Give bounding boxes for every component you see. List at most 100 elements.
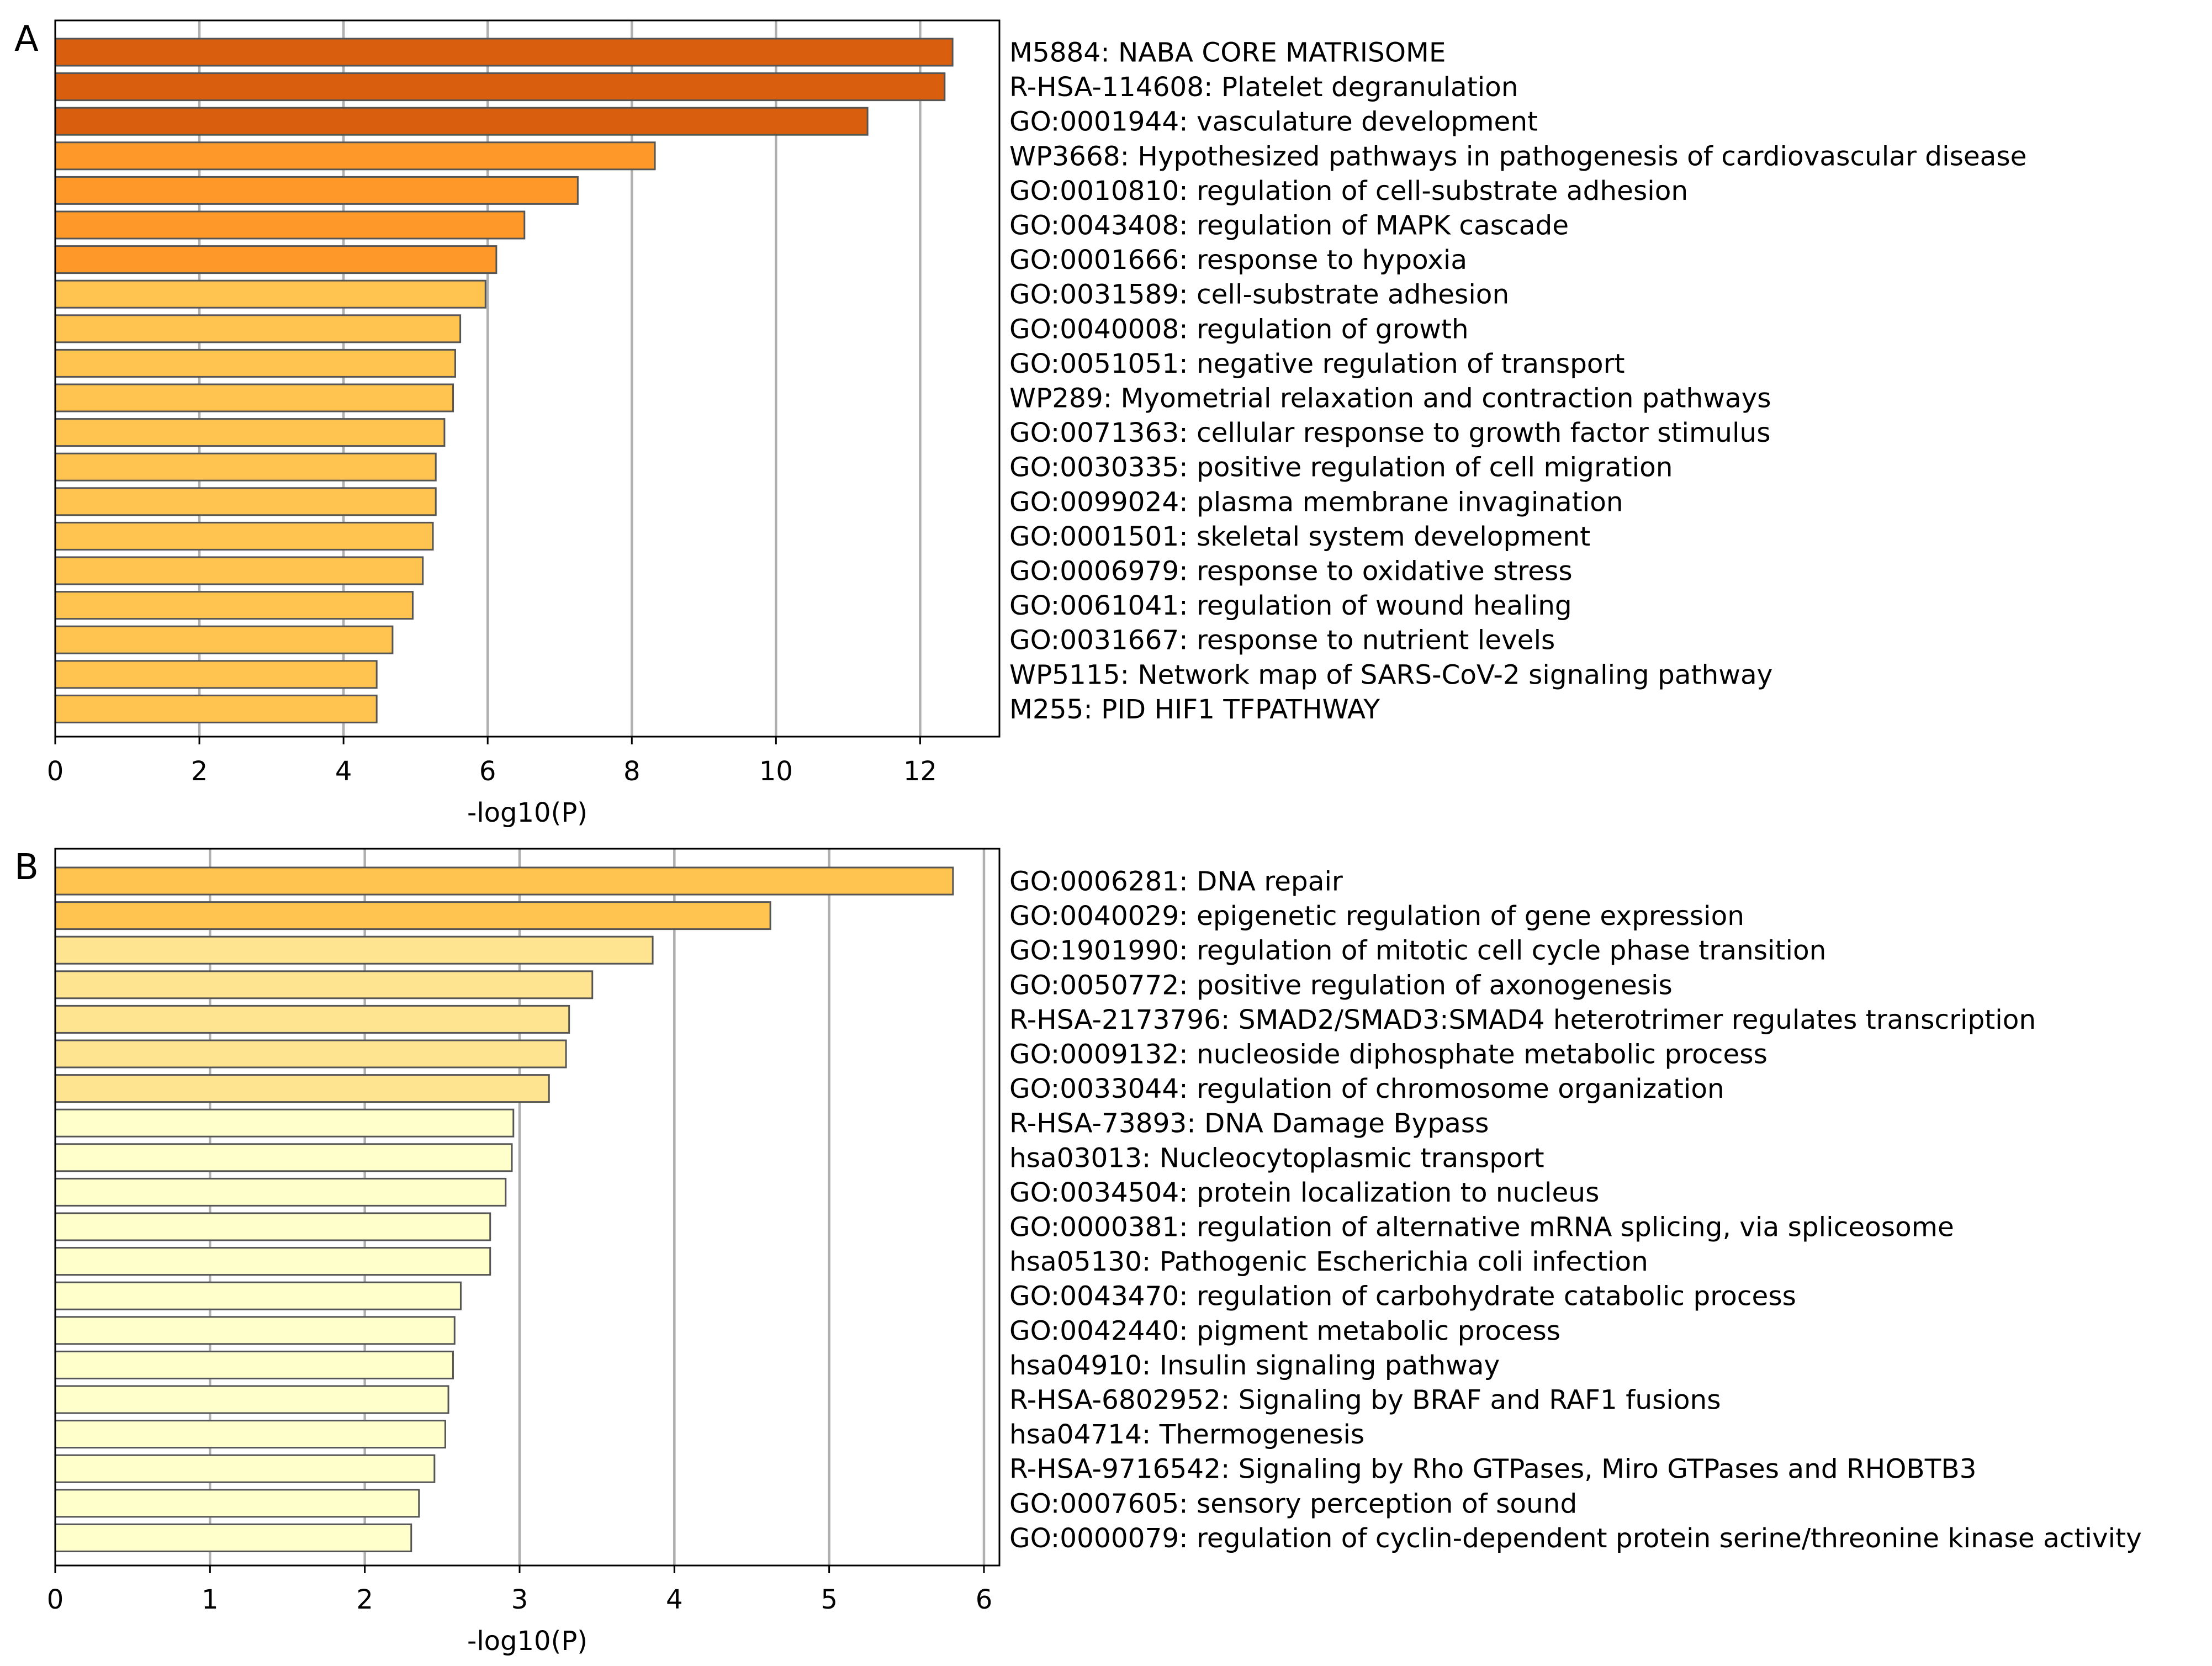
plot-frame <box>54 19 1001 738</box>
x-tick-label: 2 <box>356 1584 373 1615</box>
category-label: GO:0051051: negative regulation of trans… <box>1009 348 1625 379</box>
category-label: M5884: NABA CORE MATRISOME <box>1009 38 1446 68</box>
x-tick-label: 3 <box>511 1584 528 1615</box>
bar <box>54 1454 436 1483</box>
x-tick-label: 2 <box>191 756 208 787</box>
bar <box>54 1316 456 1345</box>
bar <box>54 141 656 171</box>
x-tick-label: 4 <box>335 756 352 787</box>
category-label: GO:0001666: response to hypoxia <box>1009 245 1467 276</box>
panel-letter: B <box>14 847 39 888</box>
bar <box>54 72 946 102</box>
bar <box>54 935 654 965</box>
bar <box>54 487 437 516</box>
bar <box>54 556 424 585</box>
bar <box>54 660 378 689</box>
category-label: GO:0040008: regulation of growth <box>1009 314 1469 345</box>
panel-a-chart: 0 2 4 6 8 10 12 -log10(P) A M5884: NABA CORE MATR… <box>14 19 2027 828</box>
x-tick-label: 1 <box>202 1584 219 1615</box>
x-tick-label: 6 <box>479 756 496 787</box>
category-label: WP3668: Hypothesized pathways in pathoge… <box>1009 141 2027 172</box>
category-label: GO:0001944: vasculature development <box>1009 107 1538 137</box>
bar <box>54 314 462 343</box>
category-label: hsa03013: Nucleocytoplasmic transport <box>1009 1143 1544 1173</box>
category-label: R-HSA-114608: Platelet degranulation <box>1009 72 1518 103</box>
x-tick-label: 0 <box>47 756 64 787</box>
category-label: GO:0042440: pigment metabolic process <box>1009 1315 1560 1346</box>
x-tick-label: 0 <box>47 1584 64 1615</box>
x-tick-label: 12 <box>903 756 937 787</box>
x-axis-title: -log10(P) <box>467 1626 588 1657</box>
category-label: GO:0031667: response to nutrient levels <box>1009 625 1555 656</box>
category-label: GO:0006281: DNA repair <box>1009 866 1343 897</box>
bar <box>54 1177 507 1207</box>
bar <box>54 1143 513 1172</box>
bar <box>54 418 446 447</box>
category-label: GO:0009132: nucleoside diphosphate metab… <box>1009 1039 1768 1070</box>
plot-frame <box>54 848 1001 1567</box>
panel-letter: A <box>14 19 39 60</box>
x-tick-label: 10 <box>759 756 793 787</box>
bar <box>54 694 378 723</box>
category-label: GO:1901990: regulation of mitotic cell c… <box>1009 935 1826 966</box>
category-label: GO:0001501: skeletal system development <box>1009 521 1590 552</box>
category-label: GO:0034504: protein localization to nucl… <box>1009 1177 1599 1208</box>
bar <box>54 1004 570 1034</box>
category-label: M255: PID HIF1 TFPATHWAY <box>1009 694 1380 725</box>
bar <box>54 866 954 896</box>
bar <box>54 591 414 620</box>
x-tick-label: 5 <box>821 1584 838 1615</box>
bar <box>54 1489 420 1518</box>
category-label: WP289: Myometrial relaxation and contrac… <box>1009 383 1771 414</box>
bar <box>54 1523 412 1552</box>
bar <box>54 176 579 205</box>
x-tick-label: 4 <box>666 1584 683 1615</box>
category-label: hsa04714: Thermogenesis <box>1009 1419 1364 1450</box>
bar <box>54 107 869 136</box>
category-label: GO:0040029: epigenetic regulation of gen… <box>1009 901 1744 932</box>
category-label: GO:0000381: regulation of alternative mR… <box>1009 1212 1954 1243</box>
bar <box>54 1247 491 1276</box>
x-tick-label: 8 <box>623 756 641 787</box>
bar <box>54 901 771 930</box>
bar <box>54 1385 449 1414</box>
bar <box>54 245 498 274</box>
bar <box>54 1074 550 1103</box>
category-label: R-HSA-6802952: Signaling by BRAF and RAF… <box>1009 1385 1721 1416</box>
bar <box>54 1420 446 1449</box>
bar <box>54 452 437 482</box>
category-label: hsa05130: Pathogenic Escherichia coli in… <box>1009 1246 1648 1277</box>
bar <box>54 970 594 999</box>
category-label: GO:0030335: positive regulation of cell … <box>1009 452 1673 483</box>
category-label: GO:0031589: cell-substrate adhesion <box>1009 279 1509 310</box>
category-label: GO:0033044: regulation of chromosome org… <box>1009 1073 1724 1104</box>
category-label: hsa04910: Insulin signaling pathway <box>1009 1350 1500 1381</box>
bar <box>54 279 486 309</box>
bar <box>54 625 394 654</box>
category-label: GO:0007605: sensory perception of sound <box>1009 1488 1577 1519</box>
bar <box>54 348 456 378</box>
category-label: R-HSA-2173796: SMAD2/SMAD3:SMAD4 heterot… <box>1009 1004 2036 1035</box>
bar <box>54 383 454 412</box>
bar <box>54 521 434 551</box>
category-label: GO:0061041: regulation of wound healing <box>1009 590 1572 621</box>
x-axis-title: -log10(P) <box>467 797 588 828</box>
bar <box>54 1281 462 1310</box>
bar <box>54 1108 515 1138</box>
category-label: GO:0071363: cellular response to growth … <box>1009 417 1770 448</box>
bar <box>54 1212 491 1241</box>
category-label: GO:0006979: response to oxidative stress <box>1009 556 1573 587</box>
bar <box>54 210 526 240</box>
bar <box>54 1039 567 1069</box>
bar <box>54 1350 454 1379</box>
category-label: GO:0043408: regulation of MAPK cascade <box>1009 210 1569 241</box>
category-label: GO:0010810: regulation of cell-substrate… <box>1009 176 1688 207</box>
bar <box>54 38 954 67</box>
category-label: GO:0043470: regulation of carbohydrate c… <box>1009 1281 1796 1312</box>
category-label: GO:0000079: regulation of cyclin-depende… <box>1009 1523 2142 1554</box>
category-label: GO:0099024: plasma membrane invagination <box>1009 486 1623 517</box>
category-label: R-HSA-9716542: Signaling by Rho GTPases,… <box>1009 1454 1976 1485</box>
panel-b-chart: 0 1 2 3 4 5 6 -log10(P) B GO:0006281: DNA repair G… <box>14 847 2142 1657</box>
x-tick-label: 6 <box>976 1584 993 1615</box>
